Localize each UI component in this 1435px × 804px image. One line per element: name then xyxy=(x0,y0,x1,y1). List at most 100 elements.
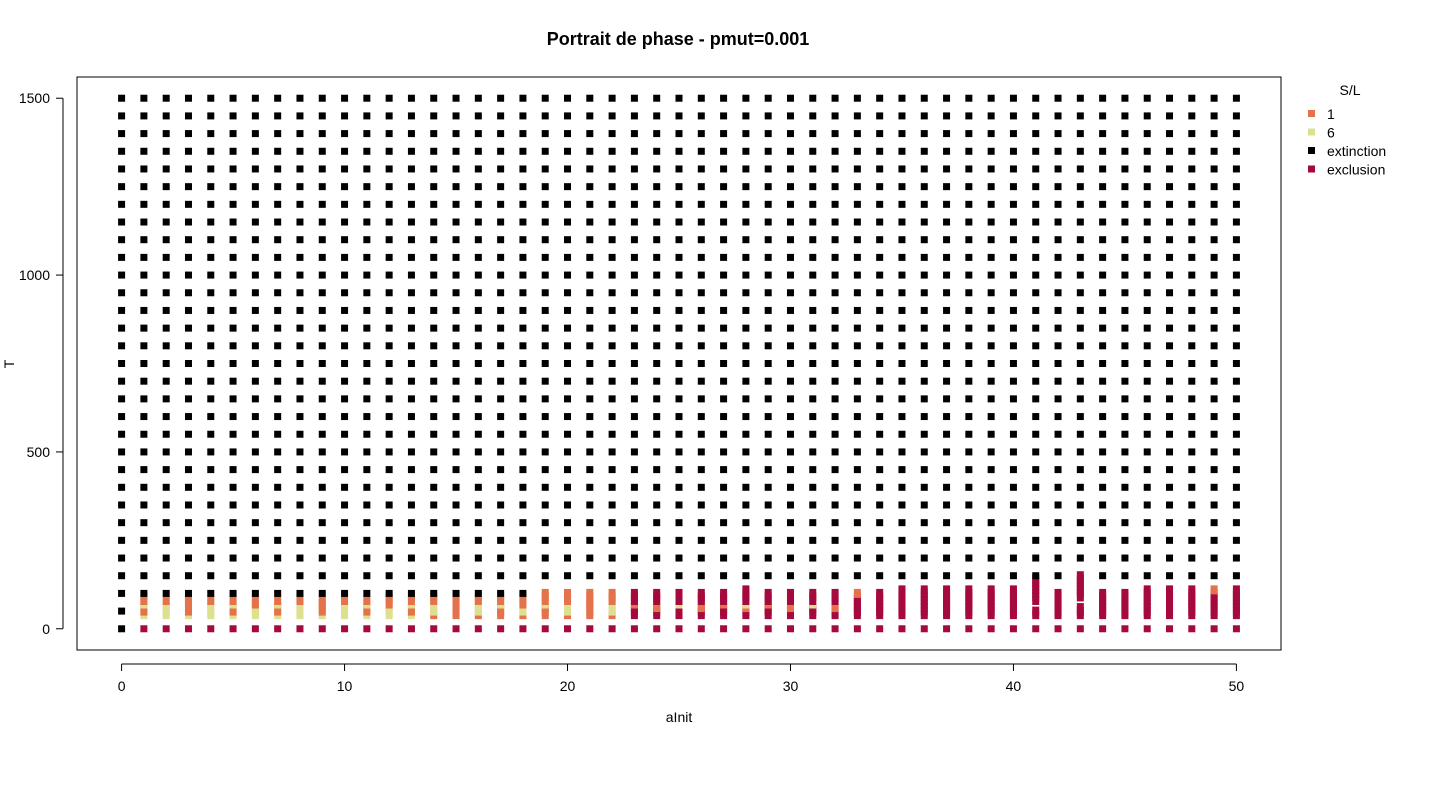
data-point xyxy=(1009,271,1017,279)
data-point xyxy=(118,536,126,544)
data-point xyxy=(452,183,460,191)
data-point xyxy=(720,448,728,456)
data-point xyxy=(1032,606,1040,616)
data-point xyxy=(742,342,750,350)
data-point xyxy=(764,200,772,208)
data-point xyxy=(341,466,349,474)
data-point xyxy=(1188,218,1196,226)
data-point xyxy=(720,342,728,350)
data-point xyxy=(1232,585,1240,595)
data-point xyxy=(140,130,148,138)
data-point xyxy=(1143,536,1151,544)
data-point xyxy=(274,200,282,208)
data-point xyxy=(1099,625,1107,633)
data-point xyxy=(519,519,527,527)
data-point xyxy=(452,200,460,208)
data-point xyxy=(1099,94,1107,102)
data-point xyxy=(1232,413,1240,421)
data-point xyxy=(764,324,772,332)
data-point xyxy=(430,430,438,438)
data-point xyxy=(786,572,794,580)
data-point xyxy=(1166,165,1174,173)
data-point xyxy=(430,360,438,367)
data-point xyxy=(184,483,192,491)
data-point xyxy=(1009,554,1017,562)
data-point xyxy=(586,342,594,350)
data-point xyxy=(519,360,527,367)
data-point xyxy=(363,112,371,120)
data-point xyxy=(1232,554,1240,562)
data-point xyxy=(407,271,415,279)
data-point xyxy=(1121,218,1129,226)
data-point xyxy=(742,165,750,173)
data-point xyxy=(184,554,192,562)
data-point xyxy=(608,448,616,456)
data-point xyxy=(296,395,304,403)
data-point xyxy=(786,519,794,527)
data-point xyxy=(564,395,572,403)
data-point xyxy=(564,218,572,226)
data-point xyxy=(764,130,772,138)
data-point xyxy=(1166,360,1174,367)
data-point xyxy=(452,519,460,527)
data-point xyxy=(118,218,126,226)
data-point xyxy=(452,413,460,421)
data-point xyxy=(229,554,237,562)
data-point xyxy=(1188,253,1196,261)
data-point xyxy=(965,306,973,314)
data-point xyxy=(296,306,304,314)
data-point xyxy=(1054,501,1062,509)
data-point xyxy=(1143,448,1151,456)
data-point xyxy=(318,572,326,580)
data-point xyxy=(742,236,750,244)
data-point xyxy=(318,430,326,438)
data-point xyxy=(1121,377,1129,385)
data-point xyxy=(809,324,817,332)
data-point xyxy=(920,130,928,138)
data-point xyxy=(697,554,705,562)
data-point xyxy=(1009,585,1017,595)
data-point xyxy=(1009,112,1017,120)
data-point xyxy=(1188,625,1196,633)
data-point xyxy=(318,271,326,279)
data-point xyxy=(1121,501,1129,509)
data-point xyxy=(318,324,326,332)
data-point xyxy=(586,147,594,155)
data-point xyxy=(1166,585,1174,595)
data-point xyxy=(697,360,705,367)
data-point xyxy=(876,448,884,456)
data-point xyxy=(742,112,750,120)
data-point xyxy=(541,360,549,367)
data-point xyxy=(630,360,638,367)
data-point xyxy=(920,289,928,297)
data-point xyxy=(274,236,282,244)
data-point xyxy=(251,306,259,314)
data-point xyxy=(1188,200,1196,208)
data-point xyxy=(630,377,638,385)
data-point xyxy=(274,519,282,527)
data-point xyxy=(474,536,482,544)
data-point xyxy=(1032,360,1040,367)
data-point xyxy=(318,536,326,544)
data-point xyxy=(1054,236,1062,244)
data-point xyxy=(1121,625,1129,633)
data-point xyxy=(1009,94,1017,102)
data-point xyxy=(697,147,705,155)
data-point xyxy=(564,588,572,598)
data-point xyxy=(630,289,638,297)
data-point xyxy=(497,218,505,226)
data-point xyxy=(452,324,460,332)
data-point xyxy=(430,589,438,597)
data-point xyxy=(296,554,304,562)
data-point xyxy=(630,413,638,421)
data-point xyxy=(608,483,616,491)
data-point xyxy=(920,554,928,562)
data-point xyxy=(898,94,906,102)
data-point xyxy=(1188,94,1196,102)
data-point xyxy=(430,377,438,385)
data-point xyxy=(474,377,482,385)
data-point xyxy=(118,360,126,367)
x-tick-label: 10 xyxy=(337,678,353,694)
data-point xyxy=(898,585,906,595)
data-point xyxy=(1121,147,1129,155)
